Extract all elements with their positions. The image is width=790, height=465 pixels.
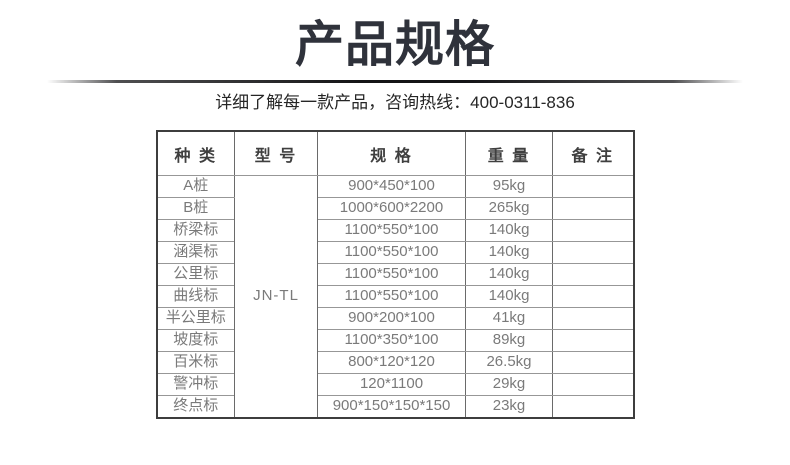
- table-row: 公里标 1100*550*100 140kg: [156, 263, 634, 287]
- spec-cell: 1100*550*100: [317, 219, 466, 243]
- col-header-weight: 重 量: [465, 130, 553, 177]
- col-header-note: 备 注: [552, 130, 634, 177]
- table-row: B桩 1000*600*2200 265kg: [156, 197, 634, 221]
- col-header-model: 型 号: [234, 130, 318, 177]
- category-cell: 半公里标: [156, 307, 235, 331]
- spec-table: 种 类 型 号 规 格 重 量 备 注 A桩 JN-TL 900*450*100…: [155, 130, 635, 420]
- note-cell: [552, 175, 634, 199]
- table-header-row: 种 类 型 号 规 格 重 量 备 注: [156, 130, 634, 177]
- category-cell: 终点标: [156, 395, 235, 419]
- spec-cell: 1100*550*100: [317, 285, 466, 309]
- category-cell: 桥梁标: [156, 219, 235, 243]
- category-cell: 曲线标: [156, 285, 235, 309]
- table-row: A桩 JN-TL 900*450*100 95kg: [156, 175, 634, 419]
- spec-cell: 1100*550*100: [317, 263, 466, 287]
- category-cell: A桩: [156, 175, 235, 199]
- page-title: 产品规格: [294, 18, 495, 72]
- spec-cell: 1000*600*2200: [317, 197, 466, 221]
- table-row: 终点标 900*150*150*150 23kg: [156, 395, 634, 419]
- category-cell: 公里标: [156, 263, 235, 287]
- category-cell: 坡度标: [156, 329, 235, 353]
- note-cell: [552, 197, 634, 221]
- note-cell: [552, 373, 634, 397]
- table-row: 警冲标 120*1100 29kg: [156, 373, 634, 397]
- note-cell: [552, 307, 634, 331]
- note-cell: [552, 351, 634, 375]
- weight-cell: 26.5kg: [465, 351, 553, 375]
- weight-cell: 89kg: [465, 329, 553, 353]
- weight-cell: 95kg: [465, 175, 553, 199]
- category-cell: 警冲标: [156, 373, 235, 397]
- table-row: 曲线标 1100*550*100 140kg: [156, 285, 634, 309]
- spec-cell: 1100*550*100: [317, 241, 466, 265]
- category-cell: 涵渠标: [156, 241, 235, 265]
- weight-cell: 140kg: [465, 219, 553, 243]
- spec-cell: 900*450*100: [317, 175, 466, 199]
- col-header-category: 种 类: [156, 130, 235, 177]
- weight-cell: 140kg: [465, 241, 553, 265]
- model-cell: JN-TL: [234, 175, 318, 419]
- hotline-subtitle: 详细了解每一款产品，咨询热线：400-0311-836: [215, 92, 575, 112]
- weight-cell: 140kg: [465, 263, 553, 287]
- table-row: 桥梁标 1100*550*100 140kg: [156, 219, 634, 243]
- spec-cell: 900*200*100: [317, 307, 466, 331]
- spec-cell: 120*1100: [317, 373, 466, 397]
- table-row: 百米标 800*120*120 26.5kg: [156, 351, 634, 375]
- note-cell: [552, 395, 634, 419]
- weight-cell: 41kg: [465, 307, 553, 331]
- weight-cell: 140kg: [465, 285, 553, 309]
- note-cell: [552, 241, 634, 265]
- note-cell: [552, 219, 634, 243]
- spec-cell: 1100*350*100: [317, 329, 466, 353]
- spec-cell: 900*150*150*150: [317, 395, 466, 419]
- title-divider: [47, 79, 743, 83]
- spec-cell: 800*120*120: [317, 351, 466, 375]
- weight-cell: 23kg: [465, 395, 553, 419]
- category-cell: B桩: [156, 197, 235, 221]
- table-row: 半公里标 900*200*100 41kg: [156, 307, 634, 331]
- table-row: 涵渠标 1100*550*100 140kg: [156, 241, 634, 265]
- product-spec-page: 产品规格 详细了解每一款产品，咨询热线：400-0311-836 种 类 型 号…: [0, 18, 790, 465]
- category-cell: 百米标: [156, 351, 235, 375]
- col-header-spec: 规 格: [317, 130, 466, 177]
- table-row: 坡度标 1100*350*100 89kg: [156, 329, 634, 353]
- note-cell: [552, 329, 634, 353]
- note-cell: [552, 263, 634, 287]
- note-cell: [552, 285, 634, 309]
- weight-cell: 265kg: [465, 197, 553, 221]
- weight-cell: 29kg: [465, 373, 553, 397]
